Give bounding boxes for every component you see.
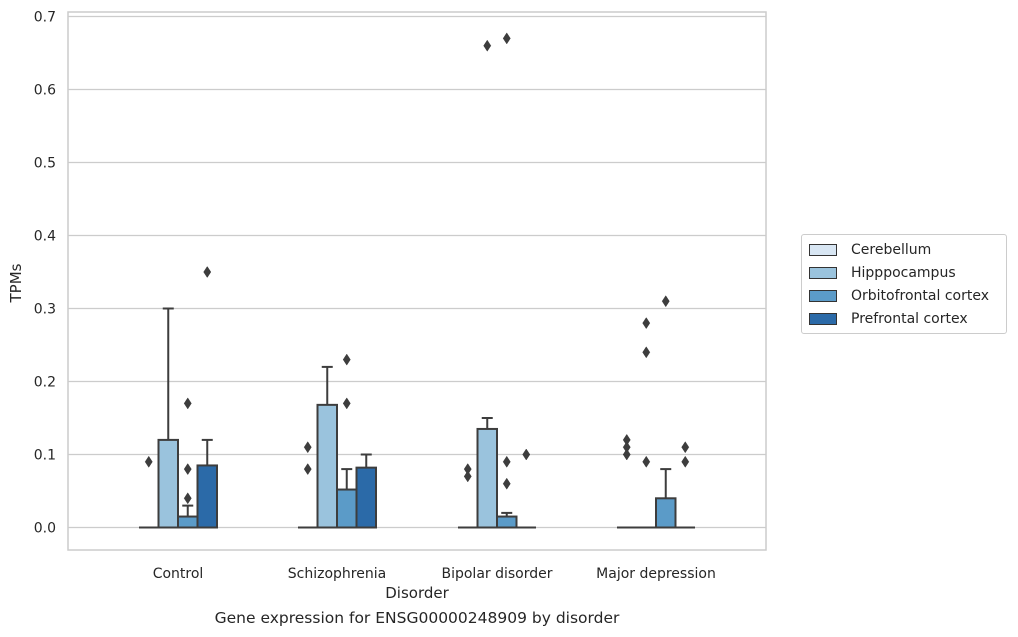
box [496,515,518,529]
outlier-point [642,317,651,330]
gridlines [68,15,766,529]
outlier-point [203,266,212,278]
outlier-point [502,32,511,45]
outlier-point [342,353,351,366]
outlier-point [463,470,472,483]
box [476,427,498,529]
box [196,464,218,529]
x-tick-label: Schizophrenia [288,566,386,582]
outlier-point [502,477,511,490]
y-tick-label: 0.3 [34,302,56,318]
x-axis-label: Disorder [385,584,449,602]
box [316,403,338,529]
outlier-point [502,455,511,468]
legend-swatch [809,243,837,256]
box [355,466,377,529]
outlier-point [661,295,670,308]
legend: Cerebellum Hipppocampus Orbitofrontal cort… [801,234,1007,334]
x-tick-labels: Control Schizophrenia Bipolar disorder Majo… [153,566,716,582]
box [177,515,199,529]
legend-item: Hipppocampus [802,261,1006,284]
chart-caption: Gene expression for ENSG00000248909 by d… [214,609,620,627]
legend-item: Cerebellum [802,238,1006,261]
legend-item: Prefrontal cortex [802,307,1006,330]
outlier-point [183,397,192,410]
outlier-point [303,463,312,476]
box [336,488,358,529]
outlier-point [622,448,631,461]
outlier-point [483,39,492,52]
x-tick-label: Major depression [596,566,716,582]
legend-label: Orbitofrontal cortex [851,287,989,304]
legend-label: Hipppocampus [851,264,956,281]
outlier-point [681,441,690,454]
y-tick-labels: 0.0 0.1 0.2 0.3 0.4 0.5 0.6 0.7 [34,10,56,537]
legend-label: Cerebellum [851,241,932,258]
x-tick-label: Control [153,566,204,582]
y-tick-label: 0.1 [34,448,56,464]
box [157,438,179,529]
y-tick-label: 0.6 [34,83,56,99]
outlier-layer [144,32,690,505]
x-tick-label: Bipolar disorder [441,566,552,582]
outlier-point [303,441,312,454]
outlier-point [642,346,651,359]
y-axis-label: TPMs [7,263,25,303]
legend-swatch [809,289,837,302]
y-tick-label: 0.7 [34,10,56,26]
legend-item: Orbitofrontal cortex [802,284,1006,307]
outlier-point [522,448,531,461]
legend-swatch [809,266,837,279]
outlier-point [642,455,651,468]
outlier-point [183,463,192,476]
outlier-point [183,492,192,505]
outlier-point [681,455,690,468]
outlier-point [342,397,351,410]
y-tick-label: 0.2 [34,375,56,391]
plot-frame [67,11,767,551]
legend-label: Prefrontal cortex [851,310,968,327]
y-tick-label: 0.0 [34,521,56,537]
legend-swatch [809,312,837,325]
y-tick-label: 0.4 [34,229,56,245]
outlier-point [144,455,153,468]
box [655,497,677,529]
box-layer [139,307,695,529]
y-tick-label: 0.5 [34,156,56,172]
